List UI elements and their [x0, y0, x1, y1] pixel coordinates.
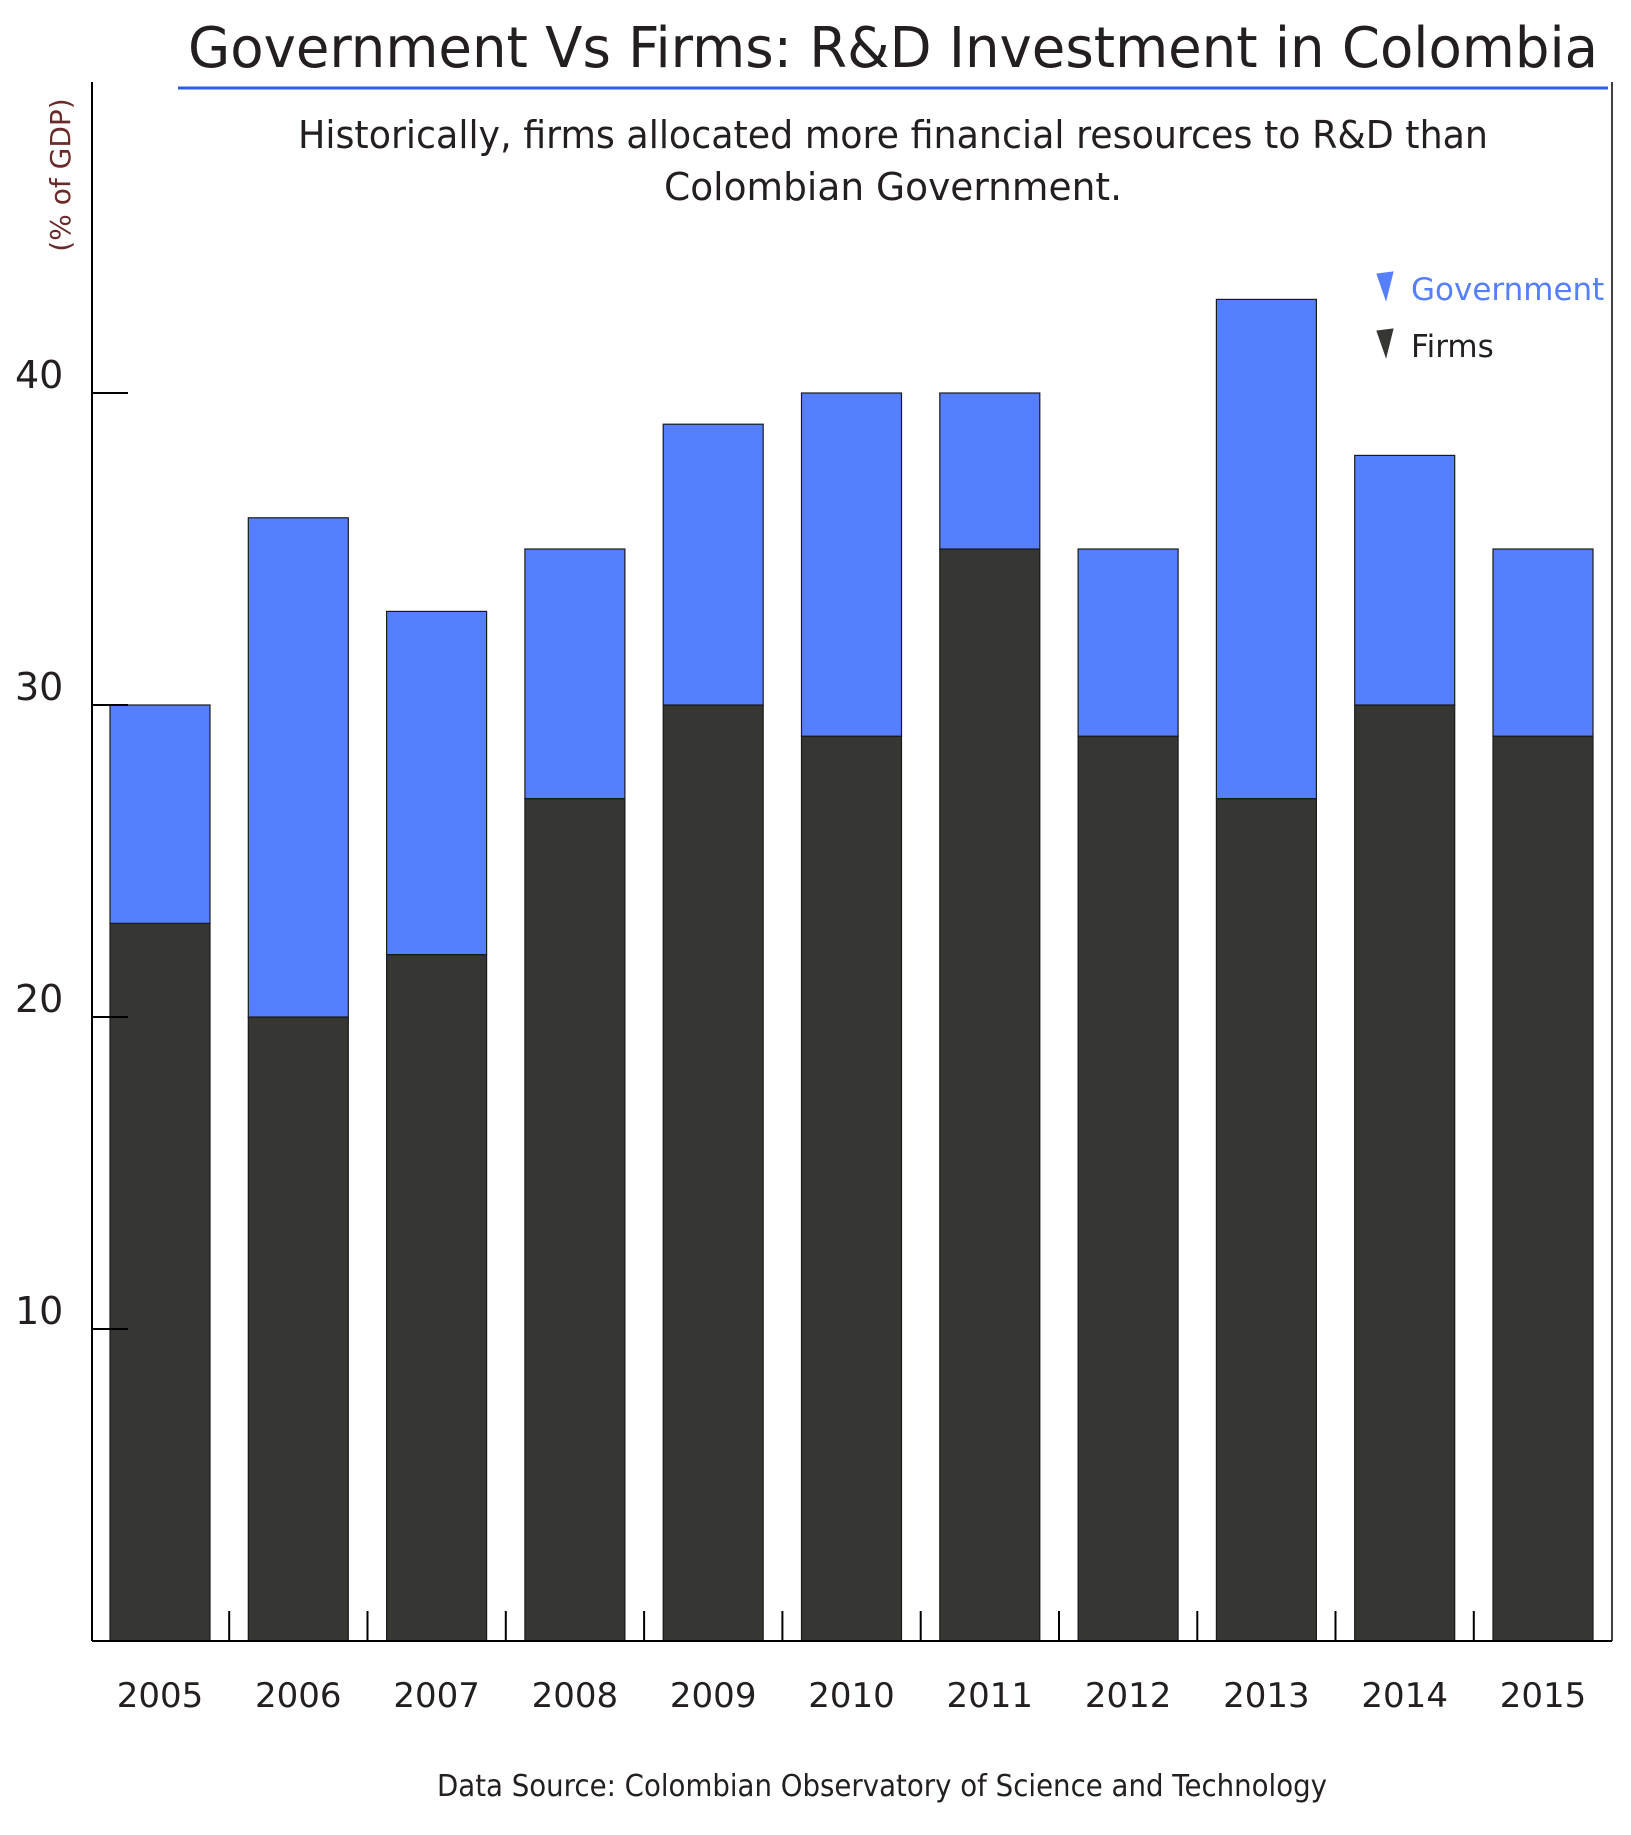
- bar-firms-2013: [1215, 797, 1318, 1642]
- bar-government-2015: [1492, 548, 1594, 737]
- bar-government-2012: [1077, 548, 1179, 737]
- chart-subtitle-line-1: Historically, firms allocated more finan…: [298, 113, 1488, 157]
- legend-label-firms: Firms: [1411, 329, 1494, 365]
- x-tick-label-2007: 2007: [393, 1676, 480, 1716]
- y-tick-label-40: 40: [15, 353, 63, 397]
- y-tick-label-10: 10: [15, 1289, 63, 1333]
- bars-layer: [109, 298, 1594, 1642]
- y-tick-label-30: 30: [15, 665, 63, 709]
- legend-marker-government: [1376, 271, 1394, 302]
- x-tick-label-2012: 2012: [1085, 1676, 1172, 1716]
- x-tick-label-2010: 2010: [808, 1676, 895, 1716]
- bar-firms-2007: [386, 953, 488, 1642]
- legend-marker-firms: [1376, 328, 1394, 359]
- bar-firms-2006: [247, 1016, 349, 1642]
- bar-firms-2009: [662, 704, 764, 1642]
- x-tick-label-2009: 2009: [670, 1676, 757, 1716]
- bar-firms-2008: [524, 797, 626, 1642]
- x-tick-label-2011: 2011: [947, 1676, 1034, 1716]
- x-tick-label-2008: 2008: [532, 1676, 619, 1716]
- bar-firms-2012: [1077, 735, 1179, 1642]
- chart-subtitle-line-2: Colombian Government.: [664, 165, 1122, 209]
- x-tick-label-2014: 2014: [1361, 1676, 1448, 1716]
- bar-firms-2005: [109, 922, 211, 1642]
- bar-government-2005: [109, 704, 211, 924]
- y-axis-label: (% of GDP): [44, 98, 77, 251]
- bar-firms-2010: [800, 735, 903, 1642]
- bar-government-2009: [662, 423, 764, 706]
- bar-government-2011: [939, 392, 1041, 550]
- bar-firms-2011: [939, 548, 1041, 1642]
- legend: Government Firms: [1376, 271, 1604, 365]
- x-tick-label-2005: 2005: [117, 1676, 204, 1716]
- bar-government-2007: [386, 610, 488, 956]
- chart-title: Government Vs Firms: R&D Investment in C…: [188, 16, 1598, 81]
- data-source-note: Data Source: Colombian Observatory of Sc…: [437, 1769, 1327, 1804]
- bar-firms-2015: [1492, 735, 1594, 1642]
- y-tick-label-20: 20: [15, 977, 63, 1021]
- bar-firms-2014: [1354, 704, 1456, 1642]
- bar-government-2010: [800, 392, 903, 737]
- x-tick-label-2006: 2006: [255, 1676, 342, 1716]
- bar-government-2008: [524, 548, 626, 800]
- axes-layer: 2005 2006 2007 2008 2009 2010 2011 2012 2013 2014…: [15, 82, 1613, 1716]
- bar-government-2013: [1215, 298, 1318, 800]
- bar-government-2006: [247, 517, 349, 1018]
- x-tick-label-2015: 2015: [1500, 1676, 1587, 1716]
- bar-government-2014: [1354, 454, 1456, 706]
- x-tick-label-2013: 2013: [1223, 1676, 1310, 1716]
- legend-label-government: Government: [1411, 272, 1604, 308]
